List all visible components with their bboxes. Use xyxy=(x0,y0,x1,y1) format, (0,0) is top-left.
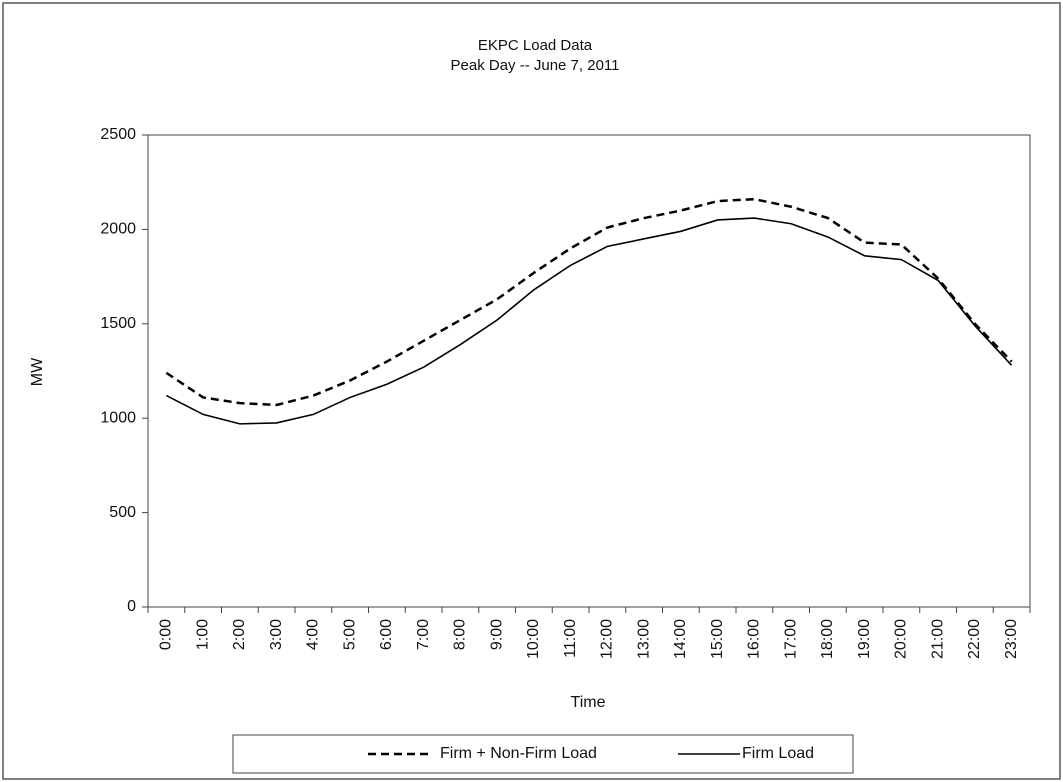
y-tick-label: 500 xyxy=(109,504,136,521)
x-axis-label: Time xyxy=(571,694,606,711)
chart-title: EKPC Load Data xyxy=(478,37,593,54)
x-tick-label: 22:00 xyxy=(966,619,983,659)
series-line xyxy=(165,197,1013,407)
x-tick-label: 20:00 xyxy=(893,619,910,659)
x-tick-label: 17:00 xyxy=(782,619,799,659)
y-axis-label: MW xyxy=(29,357,46,386)
x-tick-label: 19:00 xyxy=(856,619,873,659)
x-tick-label: 12:00 xyxy=(599,619,616,659)
x-tick-label: 11:00 xyxy=(562,619,579,658)
legend-label: Firm Load xyxy=(742,745,814,762)
x-tick-label: 5:00 xyxy=(341,619,358,650)
y-tick-label: 2500 xyxy=(100,126,136,143)
x-tick-label: 10:00 xyxy=(525,619,542,659)
x-tick-label: 21:00 xyxy=(929,619,946,659)
x-tick-label: 0:00 xyxy=(158,619,175,650)
legend-label: Firm + Non-Firm Load xyxy=(440,745,597,762)
x-tick-label: 18:00 xyxy=(819,619,836,659)
legend-box xyxy=(232,734,854,774)
x-tick-label: 15:00 xyxy=(709,619,726,659)
x-tick-label: 3:00 xyxy=(268,619,285,650)
chart-subtitle: Peak Day -- June 7, 2011 xyxy=(451,57,620,74)
x-tick-label: 1:00 xyxy=(194,619,211,650)
series-line xyxy=(166,217,1013,425)
y-tick-label: 2000 xyxy=(100,221,136,238)
y-tick-label: 1000 xyxy=(100,409,136,426)
y-tick-label: 1500 xyxy=(100,315,136,332)
x-tick-label: 4:00 xyxy=(305,619,322,650)
x-tick-label: 9:00 xyxy=(488,619,505,650)
y-tick-label: 0 xyxy=(127,598,136,615)
x-tick-label: 23:00 xyxy=(1003,619,1020,659)
x-tick-label: 14:00 xyxy=(672,619,689,659)
x-tick-label: 8:00 xyxy=(452,619,469,650)
x-tick-label: 2:00 xyxy=(231,619,248,650)
x-tick-label: 16:00 xyxy=(746,619,763,659)
x-tick-label: 13:00 xyxy=(635,619,652,659)
x-tick-label: 6:00 xyxy=(378,619,395,650)
x-tick-label: 7:00 xyxy=(415,619,432,650)
